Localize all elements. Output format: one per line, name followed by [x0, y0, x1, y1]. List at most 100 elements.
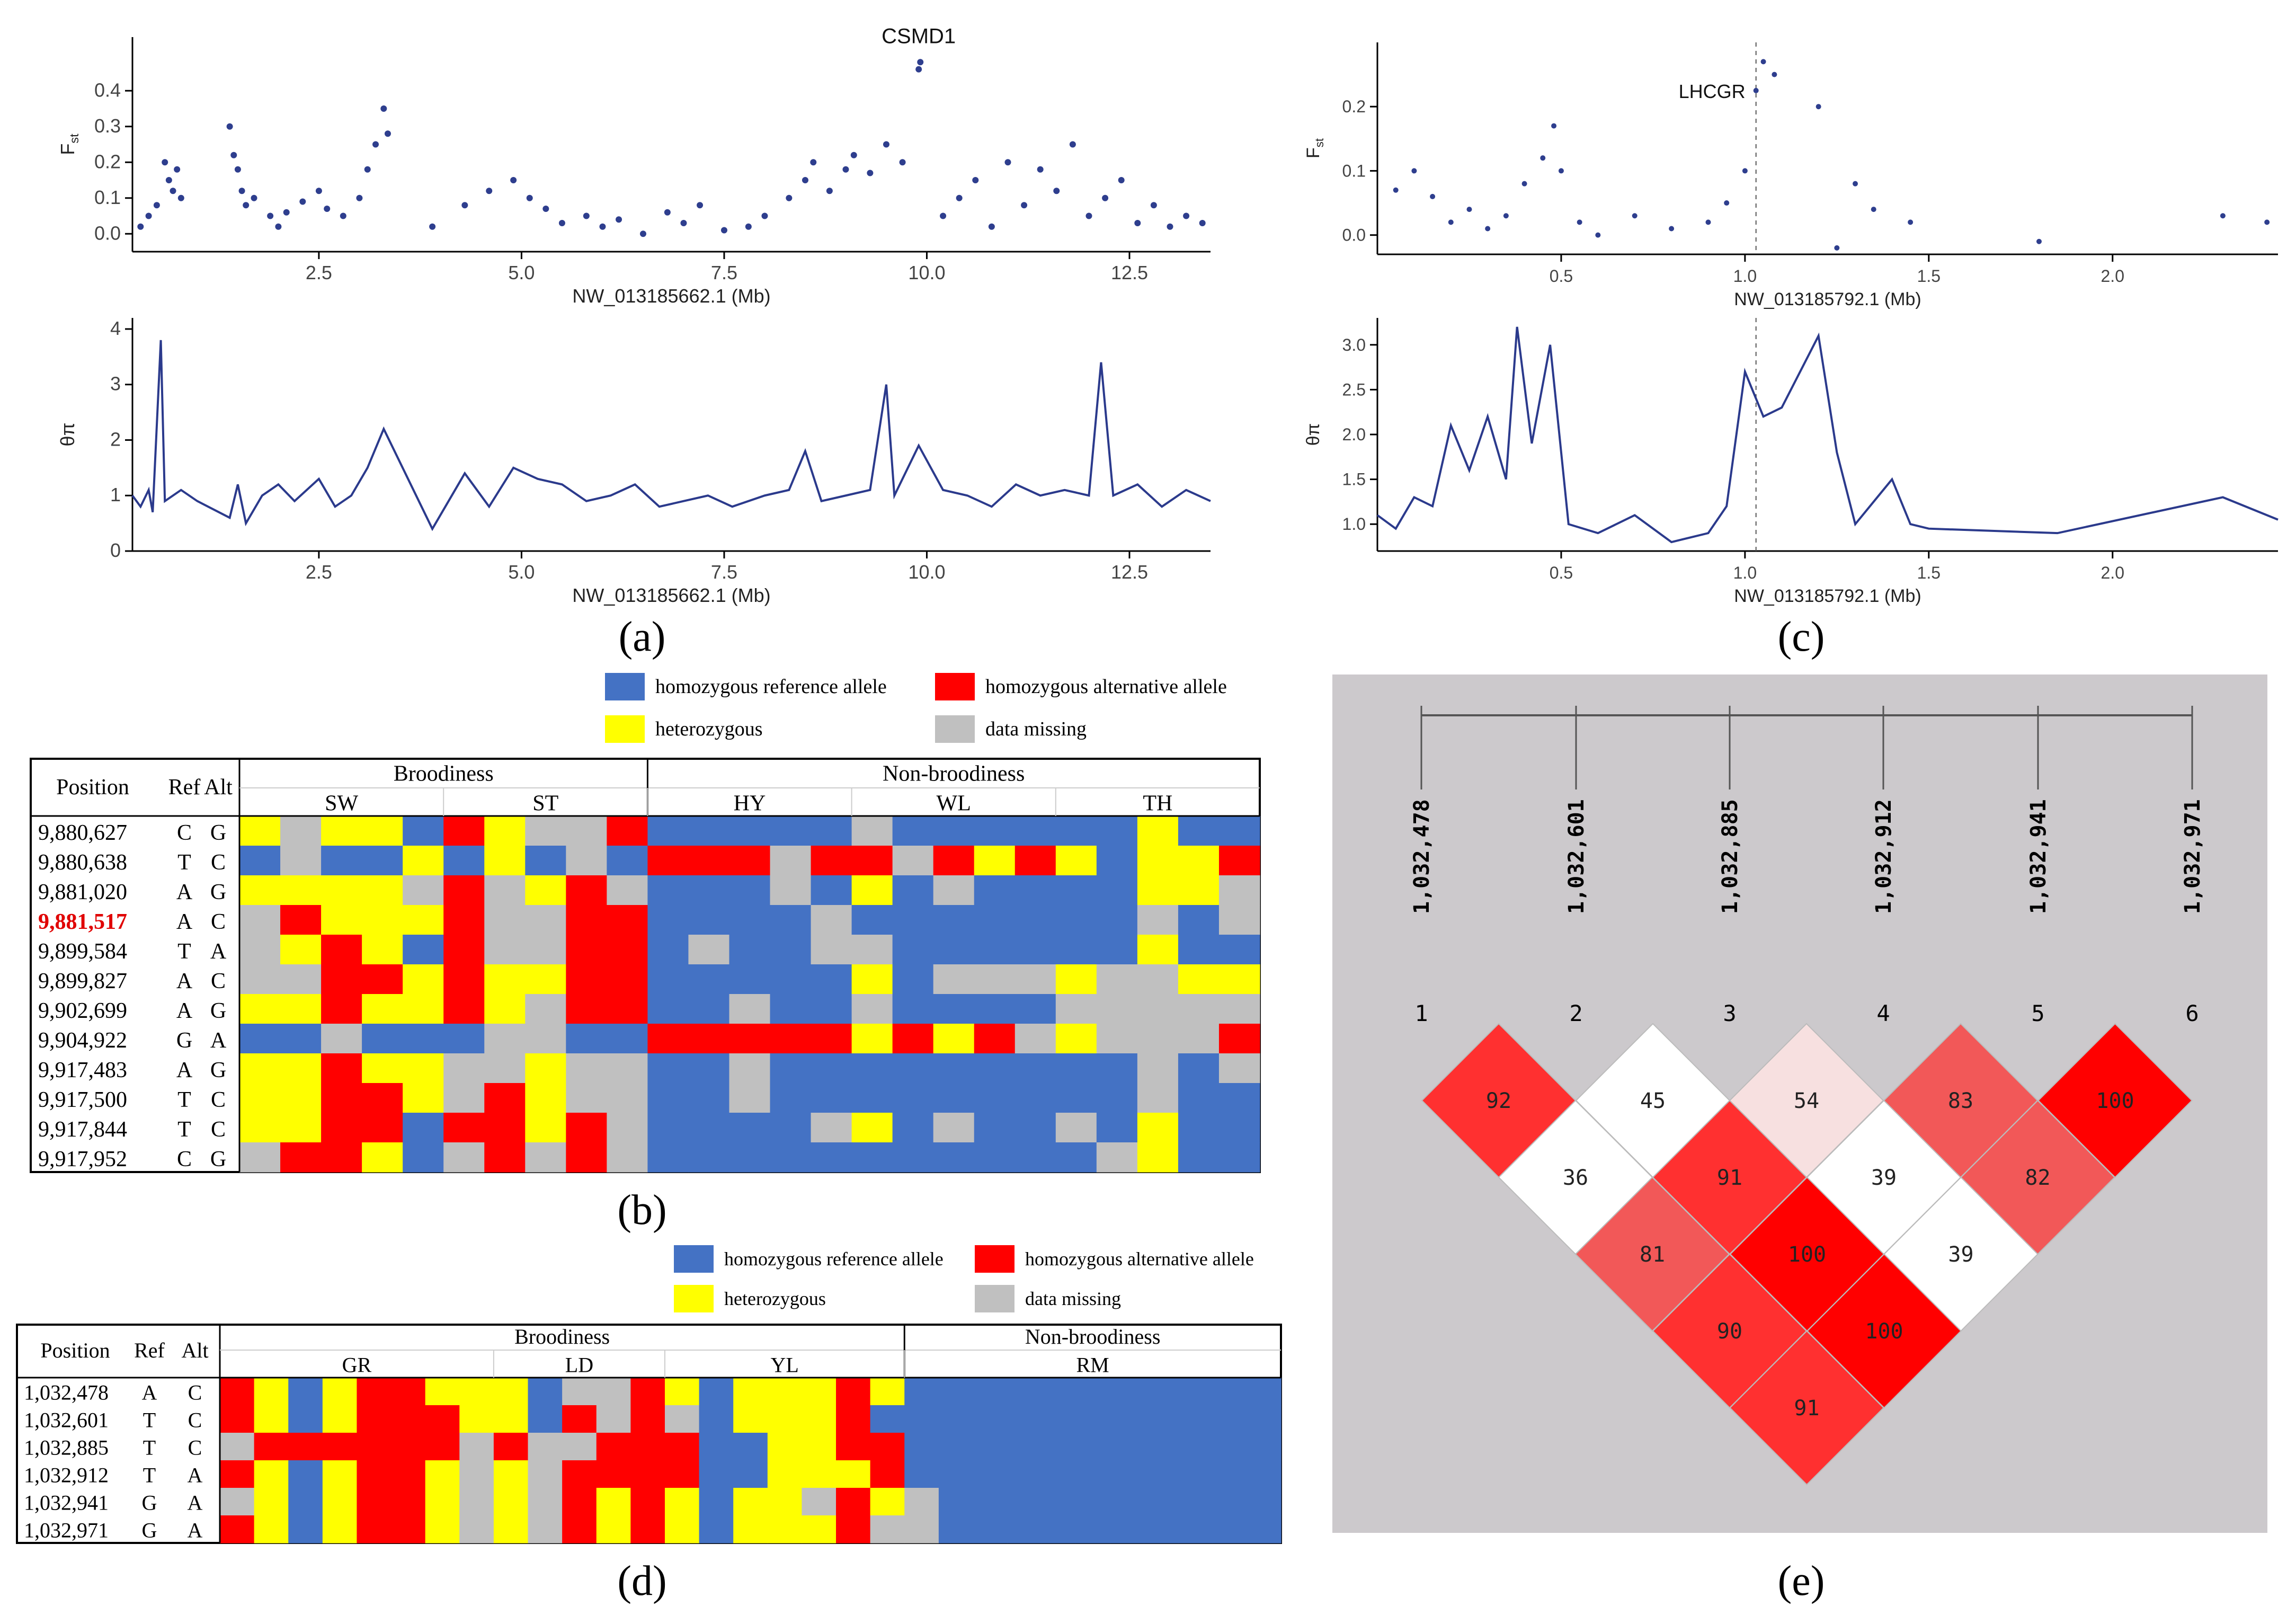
- data-point: [761, 212, 768, 219]
- data-point: [542, 206, 549, 212]
- legend-swatch: [975, 1245, 1014, 1273]
- genotype-cell: [870, 1378, 905, 1406]
- genotype-cell: [280, 1053, 322, 1084]
- genotype-cell: [1007, 1405, 1042, 1433]
- genotype-cell: [1014, 875, 1056, 906]
- genotype-cell: [1218, 964, 1260, 995]
- genotype-cell: [1096, 875, 1138, 906]
- genotype-cell: [425, 1515, 460, 1543]
- genotype-cell: [391, 1488, 426, 1516]
- genotype-cell: [851, 875, 893, 906]
- marker-index: 1: [1414, 1000, 1428, 1026]
- genotype-cell: [892, 935, 934, 965]
- genotype-cell: [1178, 1488, 1213, 1516]
- genotype-cell: [403, 1113, 444, 1143]
- data-point: [988, 223, 995, 230]
- genotype-cell: [933, 1083, 975, 1113]
- genotype-cell: [1109, 1378, 1145, 1406]
- genotype-cell: [1014, 964, 1056, 995]
- genotype-cell: [280, 1113, 322, 1143]
- genotype-cell: [1007, 1378, 1042, 1406]
- genotype-cell: [1137, 1083, 1179, 1113]
- row-alt: G: [210, 821, 226, 845]
- genotype-cell: [688, 964, 730, 995]
- genotype-cell: [321, 846, 362, 876]
- legend-label: homozygous reference allele: [724, 1248, 944, 1270]
- row-position: 9,899,827: [38, 969, 127, 993]
- genotype-cell: [688, 846, 730, 876]
- data-point: [917, 59, 924, 66]
- genotype-cell: [596, 1433, 631, 1461]
- genotype-cell: [933, 1053, 975, 1084]
- x-axis-title: NW_013185792.1 (Mb): [1734, 586, 1921, 606]
- genotype-cell: [1178, 1433, 1213, 1461]
- x-tick-label: 5.0: [508, 561, 535, 583]
- genotype-cell: [1137, 816, 1179, 846]
- genotype-cell: [1096, 1142, 1138, 1173]
- genotype-cell: [280, 1083, 322, 1113]
- genotype-cell: [280, 846, 322, 876]
- genotype-cell: [280, 905, 322, 935]
- data-point: [1705, 219, 1711, 225]
- genotype-cell: [1055, 1024, 1097, 1054]
- data-point: [1558, 168, 1564, 174]
- x-tick-label: 1.0: [1733, 267, 1757, 286]
- genotype-cell: [1014, 1142, 1056, 1173]
- row-ref: T: [177, 1088, 191, 1112]
- genotype-cell: [1007, 1488, 1042, 1516]
- legend-swatch: [935, 673, 975, 700]
- y-tick-label: 1.0: [1342, 514, 1366, 534]
- genotype-cell: [1041, 1460, 1076, 1488]
- genotype-cell: [933, 1142, 975, 1173]
- genotype-cell: [870, 1405, 905, 1433]
- data-point: [972, 177, 979, 183]
- genotype-cell: [459, 1515, 494, 1543]
- genotype-cell: [664, 1488, 700, 1516]
- genotype-cell: [729, 1113, 771, 1143]
- genotype-cell: [811, 935, 852, 965]
- data-point: [1485, 226, 1491, 232]
- ld-value: 39: [1871, 1166, 1897, 1190]
- marker-label: 1,032,478: [1410, 799, 1434, 914]
- genotype-cell: [403, 1053, 444, 1084]
- data-point: [1411, 168, 1417, 174]
- genotype-cell: [254, 1433, 289, 1461]
- genotype-cell: [1137, 964, 1179, 995]
- genotype-cell: [770, 1083, 812, 1113]
- genotype-cell: [938, 1460, 974, 1488]
- genotype-cell: [321, 1142, 362, 1173]
- genotype-cell: [443, 905, 485, 935]
- row-position: 9,917,952: [38, 1147, 127, 1172]
- row-position: 9,902,699: [38, 999, 127, 1023]
- genotype-cell: [933, 816, 975, 846]
- genotype-cell: [973, 1405, 1008, 1433]
- data-point: [461, 202, 468, 209]
- row-alt: C: [211, 1117, 226, 1142]
- genotype-cell: [699, 1433, 734, 1461]
- row-ref: G: [142, 1519, 157, 1542]
- genotype-cell: [647, 994, 689, 1024]
- genotype-cell: [566, 1083, 607, 1113]
- genotype-cell: [1178, 1053, 1220, 1084]
- panel-label-d: (d): [617, 1558, 666, 1604]
- genotype-cell: [254, 1460, 289, 1488]
- row-alt: C: [188, 1408, 202, 1432]
- genotype-cell: [647, 1053, 689, 1084]
- genotype-cell: [851, 935, 893, 965]
- ld-value: 100: [1865, 1319, 1903, 1344]
- genotype-cell: [459, 1378, 494, 1406]
- row-position: 9,881,020: [38, 880, 127, 904]
- genotype-cell: [357, 1405, 391, 1433]
- genotype-cell: [1096, 1024, 1138, 1054]
- genotype-cell: [1055, 846, 1097, 876]
- genotype-cell: [664, 1515, 700, 1543]
- genotype-cell: [851, 1142, 893, 1173]
- genotype-cell: [688, 1083, 730, 1113]
- genotype-cell: [566, 935, 607, 965]
- genotype-cell: [239, 1053, 281, 1084]
- genotype-cell: [688, 1113, 730, 1143]
- legend-swatch: [935, 715, 975, 743]
- genotype-cell: [239, 964, 281, 995]
- genotype-cell: [239, 994, 281, 1024]
